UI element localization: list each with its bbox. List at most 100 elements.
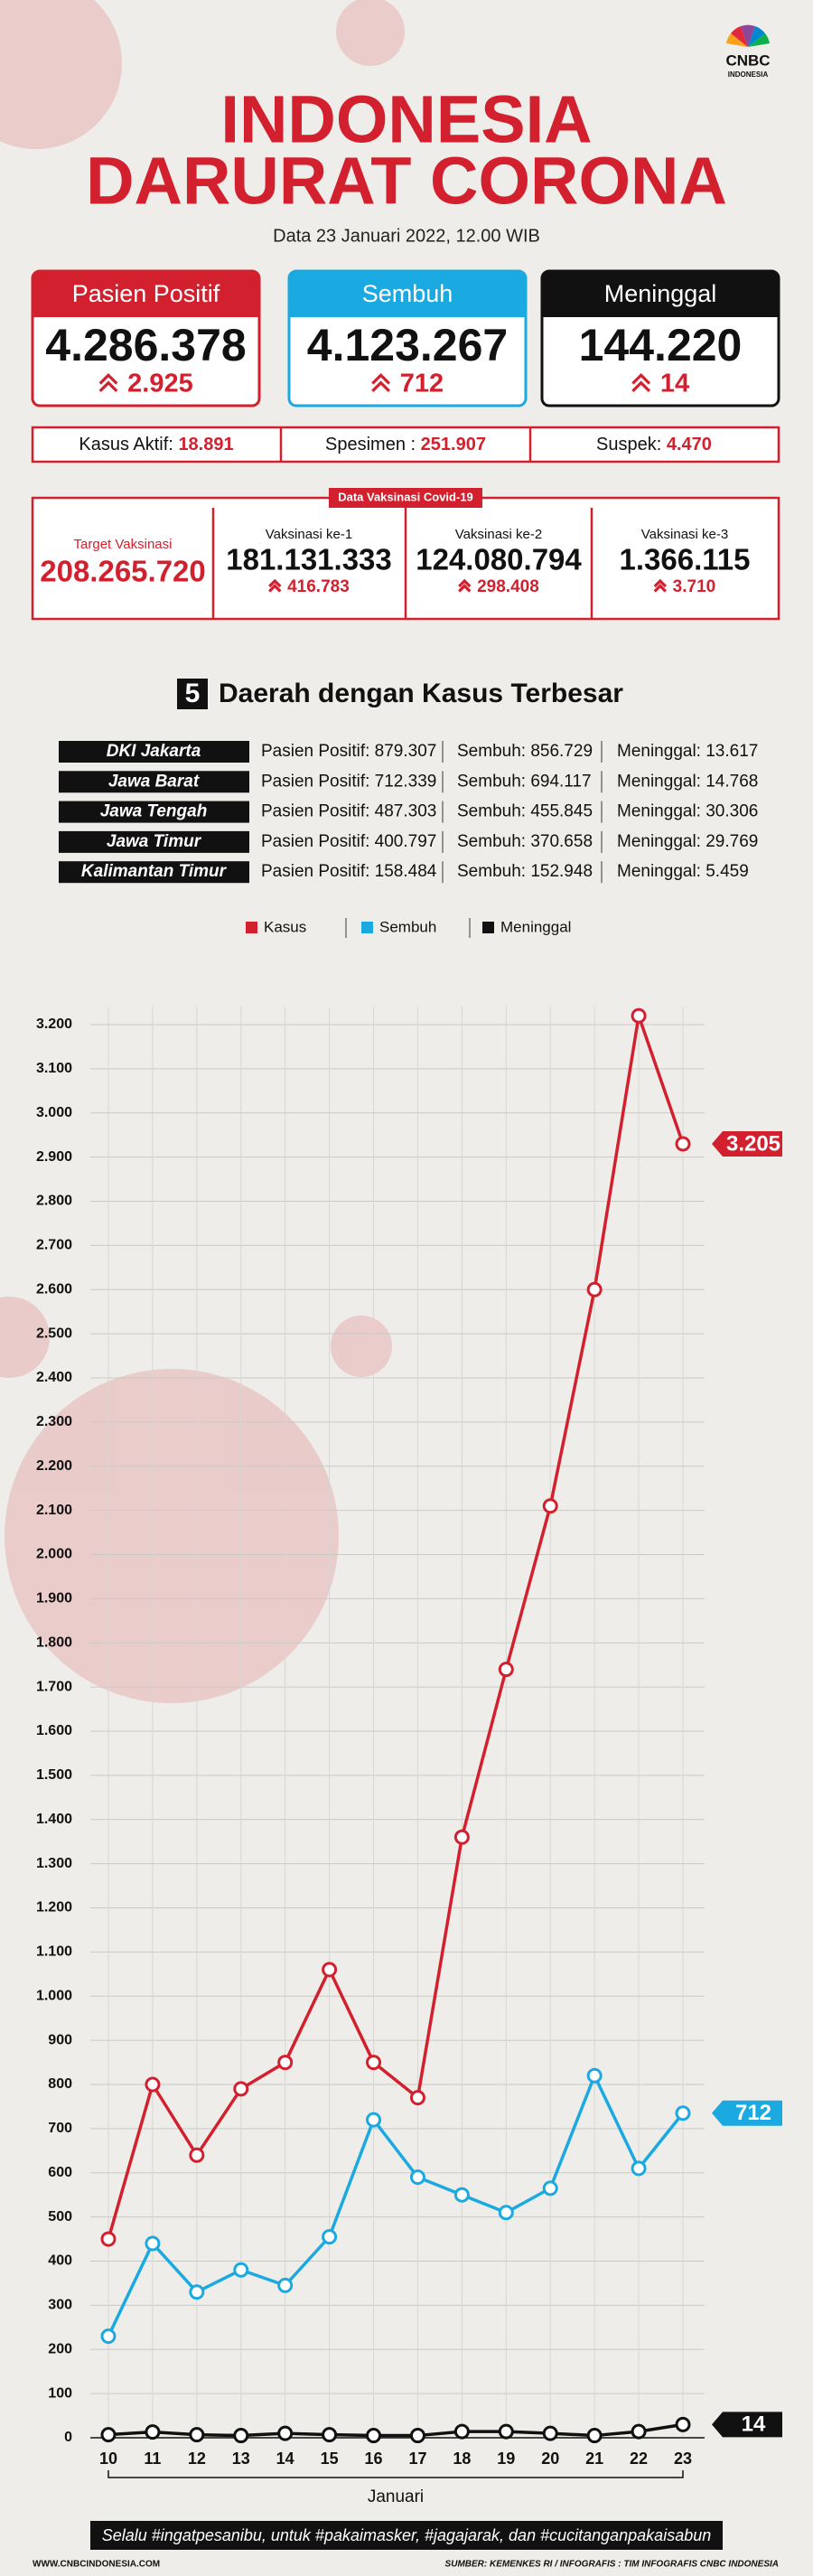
dose-label: Vaksinasi ke-3 bbox=[641, 527, 728, 542]
region-positive: Pasien Positif: 400.797 bbox=[261, 832, 436, 851]
y-tick-label: 2.800 bbox=[36, 1194, 72, 1209]
legend-label: Meninggal bbox=[500, 918, 571, 935]
up-arrow-icon bbox=[653, 578, 668, 593]
y-tick-label: 600 bbox=[48, 2165, 72, 2180]
data-point bbox=[277, 2425, 294, 2441]
region-deaths: Meninggal: 30.306 bbox=[617, 802, 758, 821]
x-tick-label: 12 bbox=[188, 2450, 206, 2468]
x-tick-label: 10 bbox=[99, 2450, 117, 2468]
y-tick-label: 400 bbox=[48, 2253, 72, 2269]
vaccine-title: Data Vaksinasi Covid-19 bbox=[338, 490, 473, 503]
data-point bbox=[631, 1007, 647, 1024]
card-label: Meninggal bbox=[604, 280, 717, 307]
x-tick-label: 14 bbox=[276, 2450, 294, 2468]
change-value: 712 bbox=[400, 370, 444, 398]
card-value: 144.220 bbox=[579, 320, 743, 370]
up-arrow-icon bbox=[631, 373, 651, 393]
data-point bbox=[145, 2076, 161, 2093]
virus bbox=[0, 0, 122, 149]
region-name: Jawa Barat bbox=[108, 772, 200, 791]
region-name-box bbox=[59, 830, 249, 853]
section-title: Daerah dengan Kasus Terbesar bbox=[219, 679, 623, 708]
card-header bbox=[289, 271, 526, 317]
data-point bbox=[542, 1498, 558, 1514]
stat: Kasus Aktif: 18.891 bbox=[79, 435, 233, 454]
change-value: 3.710 bbox=[673, 577, 716, 596]
x-tick-label: 20 bbox=[541, 2450, 559, 2468]
card-label: Sembuh bbox=[362, 280, 453, 307]
y-tick-label: 100 bbox=[48, 2385, 72, 2401]
y-tick-label: 700 bbox=[48, 2121, 72, 2136]
logo-feather bbox=[731, 26, 748, 47]
region-recovered: Sembuh: 370.658 bbox=[457, 832, 593, 851]
data-point bbox=[542, 2425, 558, 2441]
logo-feather bbox=[726, 33, 748, 47]
source: SUMBER: KEMENKES RI / INFOGRAFIS : TIM I… bbox=[445, 2560, 779, 2570]
change-value: 298.408 bbox=[477, 577, 539, 596]
up-arrow-icon bbox=[268, 578, 282, 593]
y-tick-label: 2.500 bbox=[36, 1325, 72, 1341]
data-point bbox=[631, 2423, 647, 2440]
data-point bbox=[189, 2427, 205, 2443]
x-axis-bracket bbox=[107, 2470, 684, 2478]
change-value: 416.783 bbox=[287, 577, 350, 596]
data-point bbox=[498, 2423, 514, 2440]
x-tick-label: 22 bbox=[630, 2450, 648, 2468]
data-point bbox=[145, 2424, 161, 2440]
x-tick-label: 16 bbox=[365, 2450, 383, 2468]
target-value: 208.265.720 bbox=[40, 555, 206, 588]
region-name-box bbox=[59, 861, 249, 884]
data-point bbox=[453, 2187, 470, 2203]
legend-label: Sembuh bbox=[379, 918, 436, 935]
data-point bbox=[233, 2081, 249, 2097]
y-tick-label: 1.200 bbox=[36, 1900, 72, 1916]
x-tick-label: 17 bbox=[408, 2450, 426, 2468]
end-label-box bbox=[712, 2100, 782, 2126]
stat-label: Suspek: bbox=[596, 435, 661, 454]
data-point bbox=[498, 2205, 514, 2221]
y-tick-label: 200 bbox=[48, 2341, 72, 2356]
stat-label: Kasus Aktif: bbox=[79, 435, 173, 454]
y-tick-label: 1.700 bbox=[36, 1679, 72, 1694]
y-tick-label: 500 bbox=[48, 2209, 72, 2225]
data-point bbox=[366, 2112, 382, 2128]
vaccine-title-box bbox=[329, 488, 482, 508]
y-tick-label: 2.000 bbox=[36, 1547, 72, 1562]
data-point bbox=[453, 2423, 470, 2440]
y-tick-label: 2.700 bbox=[36, 1238, 72, 1253]
website: WWW.CNBCINDONESIA.COM bbox=[33, 2560, 160, 2570]
region-name-box bbox=[59, 771, 249, 793]
virus bbox=[336, 0, 405, 66]
data-point bbox=[100, 2427, 117, 2443]
data-point bbox=[498, 1662, 514, 1678]
region-recovered: Sembuh: 455.845 bbox=[457, 802, 593, 821]
dose-label: Vaksinasi ke-1 bbox=[266, 527, 352, 542]
data-point bbox=[542, 2180, 558, 2197]
x-axis-label: Januari bbox=[368, 2487, 424, 2506]
region-positive: Pasien Positif: 158.484 bbox=[261, 862, 437, 881]
data-point bbox=[100, 2231, 117, 2247]
x-tick-label: 23 bbox=[674, 2450, 692, 2468]
stat-value: 4.470 bbox=[667, 435, 712, 454]
region-name-box bbox=[59, 801, 249, 823]
x-tick-label: 11 bbox=[144, 2450, 161, 2468]
logo-subtext: INDONESIA bbox=[728, 70, 769, 79]
series-line bbox=[107, 1014, 685, 2240]
y-tick-label: 3.000 bbox=[36, 1105, 72, 1120]
region-deaths: Meninggal: 14.768 bbox=[617, 772, 758, 791]
region-name: Jawa Tengah bbox=[100, 802, 208, 821]
region-name: Jawa Timur bbox=[107, 832, 202, 851]
y-tick-label: 900 bbox=[48, 2032, 72, 2047]
dose-value: 181.131.333 bbox=[226, 543, 392, 576]
title-line: INDONESIA bbox=[220, 82, 592, 157]
virus bbox=[331, 1316, 392, 1377]
data-point bbox=[233, 2262, 249, 2278]
region-name-box bbox=[59, 741, 249, 763]
y-tick-label: 1.000 bbox=[36, 1988, 72, 2003]
stats-box bbox=[31, 426, 780, 464]
region-deaths: Meninggal: 5.459 bbox=[617, 862, 749, 881]
date-line: Data 23 Januari 2022, 12.00 WIB bbox=[273, 226, 540, 246]
up-arrow-icon bbox=[371, 373, 390, 393]
target-label: Target Vaksinasi bbox=[74, 537, 173, 552]
